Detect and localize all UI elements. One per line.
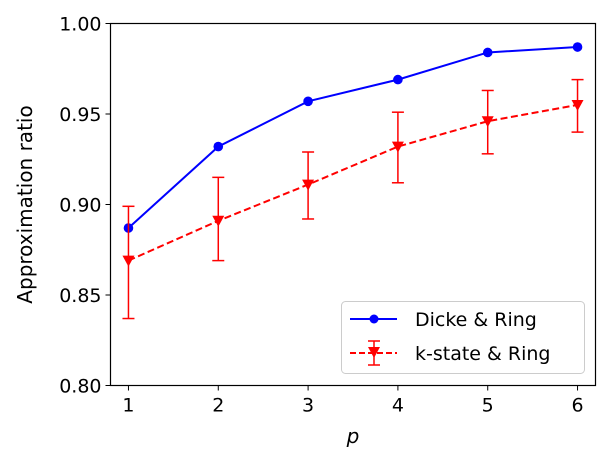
data-point-circle — [572, 42, 583, 52]
y-axis-label: Approximation ratio — [13, 105, 37, 303]
data-point-triangle — [212, 215, 225, 227]
series-dicke-ring — [123, 42, 583, 233]
y-tick-label: 0.80 — [59, 376, 101, 398]
x-tick-label: 5 — [482, 395, 494, 417]
x-axis-label: p — [346, 424, 360, 448]
legend-entry-kstate: k-state & Ring — [350, 340, 550, 366]
x-axis-ticks: 1 2 3 4 5 6 — [122, 385, 584, 417]
y-tick-label: 1.00 — [59, 14, 101, 36]
triangle-down-marker-icon — [368, 347, 380, 358]
x-tick-label: 6 — [571, 395, 583, 417]
series-layer — [122, 42, 584, 320]
series-kstate-ring — [122, 78, 584, 320]
x-tick-label: 3 — [302, 395, 314, 417]
x-tick-label: 2 — [212, 395, 224, 417]
data-point-triangle — [571, 99, 584, 111]
circle-marker-icon — [369, 314, 379, 324]
y-axis-ticks: 0.80 0.85 0.90 0.95 1.00 — [59, 14, 111, 398]
data-point-circle — [482, 47, 493, 58]
legend-entry-dicke: Dicke & Ring — [350, 309, 537, 331]
data-point-circle — [303, 96, 313, 107]
y-tick-label: 0.95 — [59, 104, 101, 126]
y-tick-label: 0.85 — [59, 285, 101, 307]
series-line — [127, 46, 578, 229]
series-line — [128, 103, 578, 262]
data-point-triangle — [122, 255, 135, 267]
legend-box — [341, 301, 585, 374]
data-point-circle — [213, 141, 224, 152]
data-point-triangle — [302, 179, 315, 191]
legend-label-dicke: Dicke & Ring — [415, 309, 537, 331]
data-point-triangle — [391, 141, 404, 153]
data-point-circle — [393, 74, 403, 85]
data-point-triangle — [481, 116, 494, 128]
y-tick-label: 0.90 — [59, 195, 101, 217]
x-tick-label: 4 — [392, 395, 404, 417]
legend-label-kstate: k-state & Ring — [415, 343, 550, 365]
legend: Dicke & Ring k-state & Ring — [341, 301, 585, 374]
x-tick-label: 1 — [122, 395, 134, 417]
